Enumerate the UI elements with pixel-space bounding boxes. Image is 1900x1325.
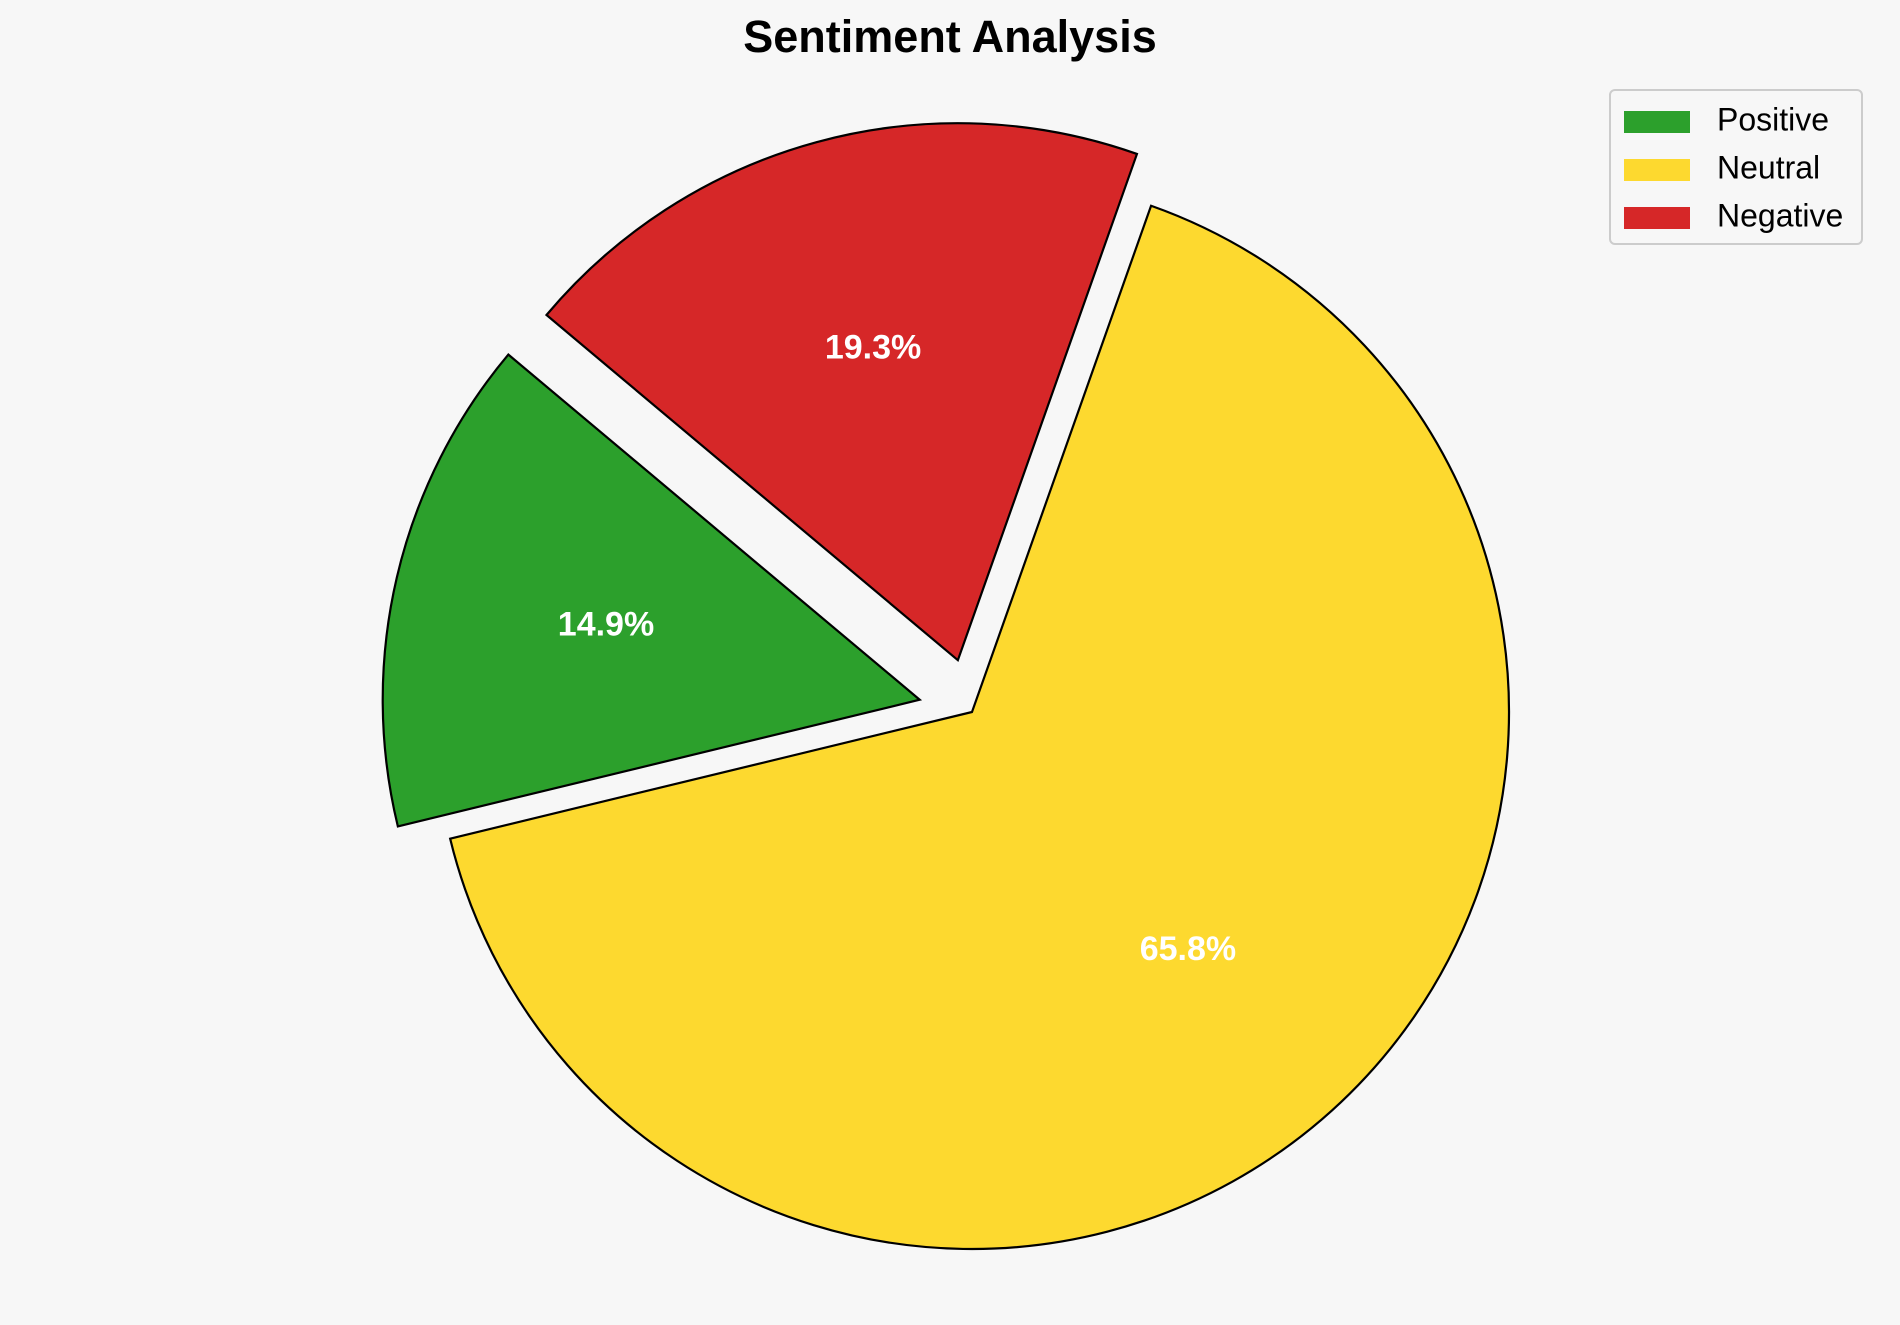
pie-slice bbox=[381, 353, 923, 828]
legend-swatch bbox=[1624, 207, 1690, 229]
chart-title: Sentiment Analysis bbox=[743, 11, 1156, 62]
value-label: 65.8% bbox=[1140, 930, 1236, 968]
pie-slice bbox=[448, 204, 1511, 1251]
legend-swatch bbox=[1624, 111, 1690, 133]
pie-slice bbox=[544, 122, 1139, 663]
value-label: 19.3% bbox=[825, 328, 921, 366]
legend-swatch bbox=[1624, 159, 1690, 181]
value-label: 14.9% bbox=[558, 605, 654, 643]
legend-label: Neutral bbox=[1717, 149, 1820, 185]
legend-label: Positive bbox=[1717, 101, 1829, 137]
legend-label: Negative bbox=[1717, 197, 1843, 233]
